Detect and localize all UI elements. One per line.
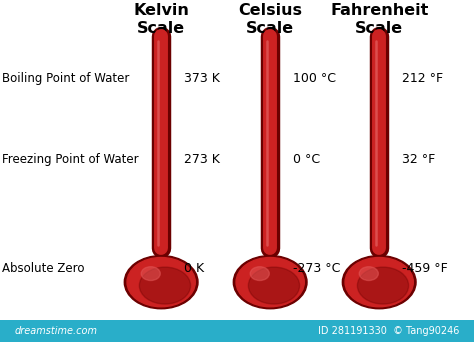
Text: -459 °F: -459 °F <box>402 262 448 275</box>
Bar <box>0 320 474 342</box>
Circle shape <box>141 267 160 280</box>
Text: Kelvin
Scale: Kelvin Scale <box>133 3 189 36</box>
Text: 100 °C: 100 °C <box>293 72 336 85</box>
Text: 373 K: 373 K <box>184 72 220 85</box>
Text: Freezing Point of Water: Freezing Point of Water <box>2 153 139 166</box>
Text: Fahrenheit
Scale: Fahrenheit Scale <box>330 3 428 36</box>
Text: Celsius
Scale: Celsius Scale <box>238 3 302 36</box>
Circle shape <box>236 258 304 307</box>
Text: 32 °F: 32 °F <box>402 153 435 166</box>
Text: dreamstime.com: dreamstime.com <box>14 326 97 336</box>
Circle shape <box>127 258 195 307</box>
Circle shape <box>359 267 378 280</box>
Circle shape <box>248 267 300 304</box>
Text: 273 K: 273 K <box>184 153 220 166</box>
Circle shape <box>342 255 416 309</box>
Circle shape <box>345 258 413 307</box>
Circle shape <box>233 255 307 309</box>
Text: -273 °C: -273 °C <box>293 262 340 275</box>
Text: 0 °C: 0 °C <box>293 153 320 166</box>
Circle shape <box>139 267 191 304</box>
Text: 0 K: 0 K <box>184 262 204 275</box>
Text: 212 °F: 212 °F <box>402 72 443 85</box>
Text: Boiling Point of Water: Boiling Point of Water <box>2 72 130 85</box>
Text: ID 281191330  © Tang90246: ID 281191330 © Tang90246 <box>319 326 460 336</box>
Circle shape <box>357 267 409 304</box>
Text: Absolute Zero: Absolute Zero <box>2 262 85 275</box>
Circle shape <box>124 255 198 309</box>
Circle shape <box>250 267 269 280</box>
